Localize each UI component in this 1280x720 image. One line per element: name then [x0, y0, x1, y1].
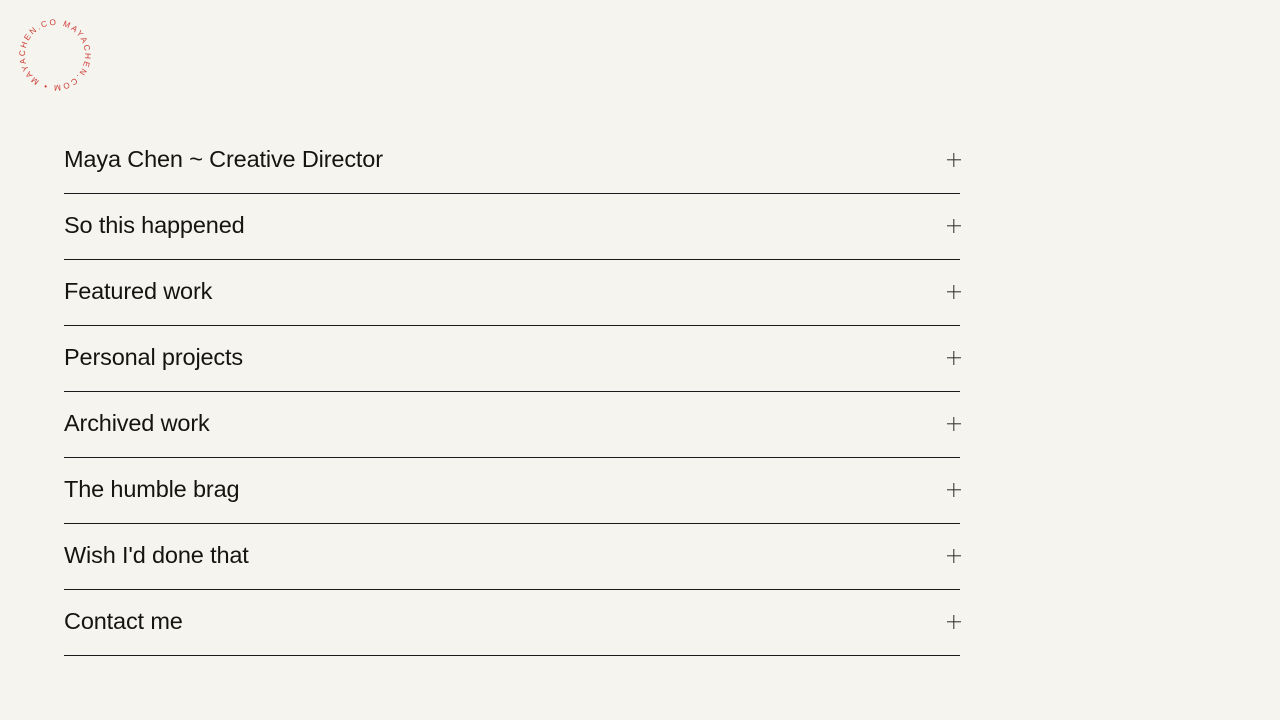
accordion-row-so-this-happened[interactable]: So this happened: [64, 194, 960, 260]
accordion-label: Contact me: [64, 607, 183, 634]
accordion-list: Maya Chen ~ Creative Director So this ha…: [64, 128, 960, 656]
plus-icon[interactable]: [946, 350, 962, 366]
plus-icon[interactable]: [946, 482, 962, 498]
accordion-row-archived-work[interactable]: Archived work: [64, 392, 960, 458]
accordion-label: The humble brag: [64, 475, 240, 502]
accordion-label: Maya Chen ~ Creative Director: [64, 145, 383, 172]
accordion-row-maya-chen-creative-director[interactable]: Maya Chen ~ Creative Director: [64, 128, 960, 194]
accordion-label: Featured work: [64, 277, 213, 304]
circular-wordmark-icon: MAYACHEN.COM • MAYACHEN.COM •: [14, 14, 92, 92]
accordion-label: Archived work: [64, 409, 210, 436]
accordion-row-the-humble-brag[interactable]: The humble brag: [64, 458, 960, 524]
site-logo[interactable]: MAYACHEN.COM • MAYACHEN.COM •: [14, 14, 96, 96]
plus-icon[interactable]: [946, 416, 962, 432]
accordion-label: Wish I'd done that: [64, 541, 249, 568]
plus-icon[interactable]: [946, 152, 962, 168]
accordion-row-featured-work[interactable]: Featured work: [64, 260, 960, 326]
accordion-row-personal-projects[interactable]: Personal projects: [64, 326, 960, 392]
accordion-label: So this happened: [64, 211, 245, 238]
accordion-row-wish-id-done-that[interactable]: Wish I'd done that: [64, 524, 960, 590]
plus-icon[interactable]: [946, 614, 962, 630]
accordion-label: Personal projects: [64, 343, 244, 370]
plus-icon[interactable]: [946, 284, 962, 300]
logo-circular-text: MAYACHEN.COM • MAYACHEN.COM •: [14, 14, 92, 92]
plus-icon[interactable]: [946, 548, 962, 564]
accordion-row-contact-me[interactable]: Contact me: [64, 590, 960, 656]
plus-icon[interactable]: [946, 218, 962, 234]
